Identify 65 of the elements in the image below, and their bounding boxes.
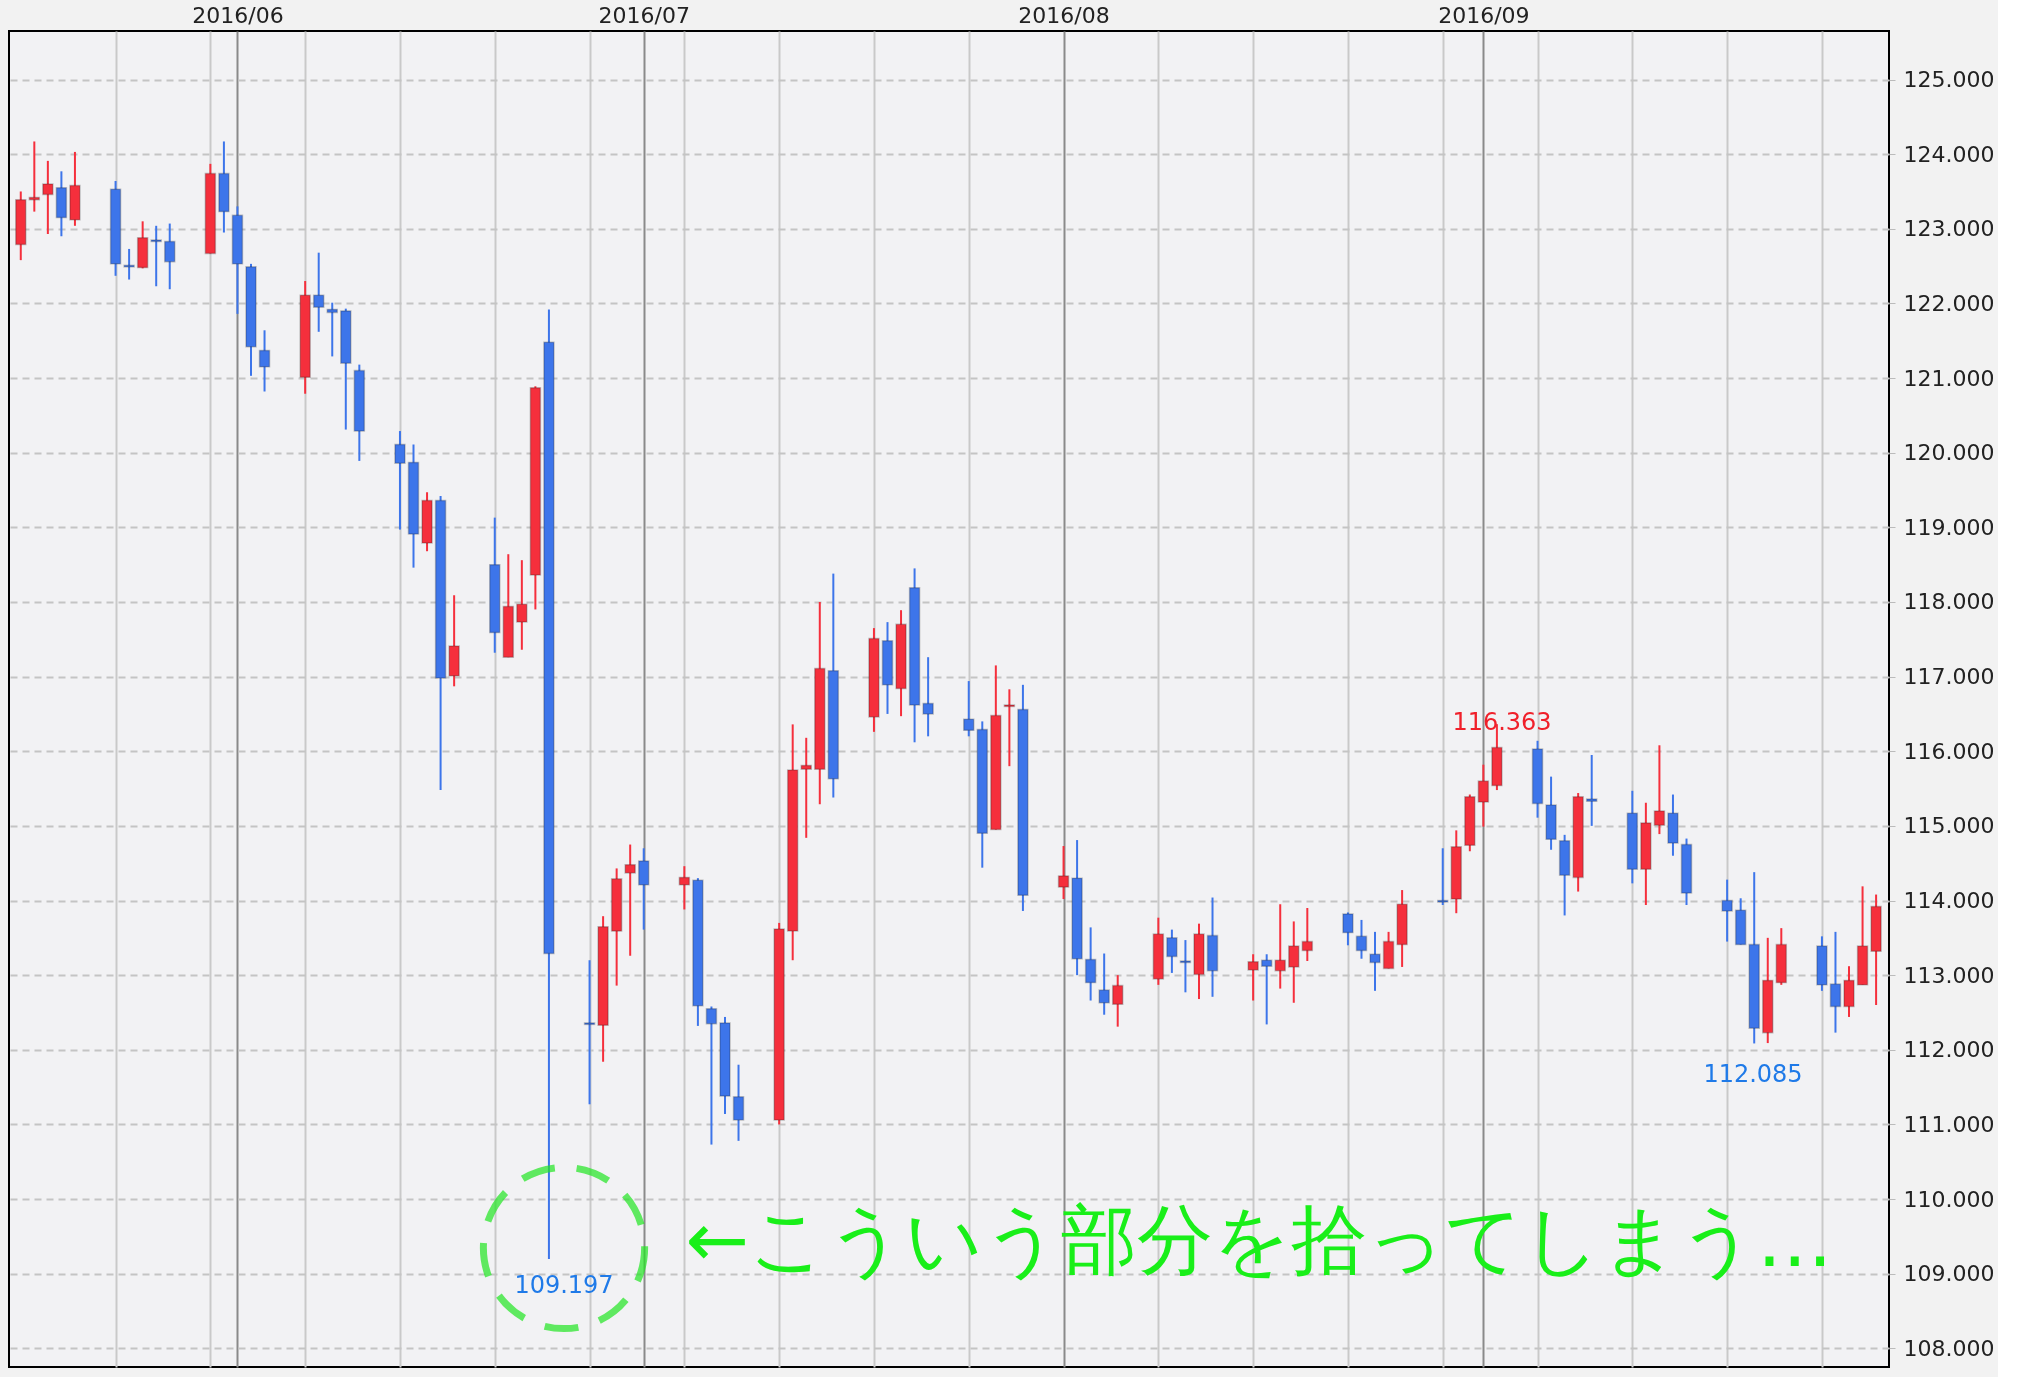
candlestick [1111,974,1124,1028]
y-tick-label: 124.000 [1903,141,1995,167]
candlestick [42,159,54,236]
candlestick [516,559,528,651]
candlestick [922,656,934,738]
candlestick [1477,763,1490,828]
y-tick-label: 125.000 [1903,67,1995,93]
x-tick-label: 2016/09 [1438,2,1530,28]
candlestick [1166,928,1178,974]
annotation: ←こういう部分を拾ってしまう… [685,1195,1833,1284]
y-tick-label: 112.000 [1903,1037,1995,1063]
candlestick [163,222,176,291]
candlestick [258,329,271,393]
annotation: 112.085 [1703,1060,1803,1088]
candlestick [1301,906,1314,962]
candlestick [1355,918,1368,960]
candlestick [394,430,406,531]
candlestick [800,736,812,839]
x-tick-label: 2016/07 [598,2,690,28]
candlestick [1653,744,1666,836]
candlestick [1436,847,1449,906]
y-tick-label: 122.000 [1903,290,1995,316]
candlestick [1288,920,1300,1004]
y-tick-label: 118.000 [1903,589,1995,615]
candlestick [732,1063,745,1142]
candlestick [1003,688,1016,768]
y-tick-label: 119.000 [1903,514,1995,540]
y-tick-label: 108.000 [1903,1335,1995,1361]
y-tick-label: 120.000 [1903,440,1995,466]
candlestick [637,847,650,931]
y-tick-label: 113.000 [1903,962,1995,988]
candlestick [1057,845,1070,901]
annotation: 116.363 [1452,708,1552,736]
candlestick [1721,878,1733,943]
y-tick-label: 116.000 [1903,738,1995,764]
candlestick [1585,753,1598,827]
y-tick-label: 114.000 [1903,888,1995,914]
y-tick-label: 115.000 [1903,813,1995,839]
candlestick [150,224,162,288]
candlestick [312,251,325,333]
candlestick [123,247,135,281]
x-tick-label: 2016/06 [192,2,284,28]
candlestick [1829,930,1842,1034]
y-tick-label: 110.000 [1903,1186,1995,1212]
candlestick [1369,930,1381,992]
y-tick-label: 123.000 [1903,216,1995,242]
candlestick [963,680,975,738]
y-tick-label: 117.000 [1903,664,1995,690]
candlestick [1342,911,1354,947]
y-tick-label: 111.000 [1903,1111,1995,1137]
candlestick [705,1005,718,1146]
candlestick [1179,939,1192,994]
candlestick [326,301,338,358]
candlestick [1247,953,1259,1002]
candlestick [1260,953,1273,1026]
candlestick [583,959,596,1106]
x-tick-label: 2016/08 [1018,2,1110,28]
candlestick [1098,952,1110,1016]
candlestick [678,865,691,911]
annotation: 109.197 [514,1271,614,1299]
candlestick [1084,926,1097,1002]
y-tick-label: 109.000 [1903,1261,1995,1287]
y-tick-label: 121.000 [1903,365,1995,391]
candlestick [1274,903,1286,990]
candlestick [624,843,636,957]
